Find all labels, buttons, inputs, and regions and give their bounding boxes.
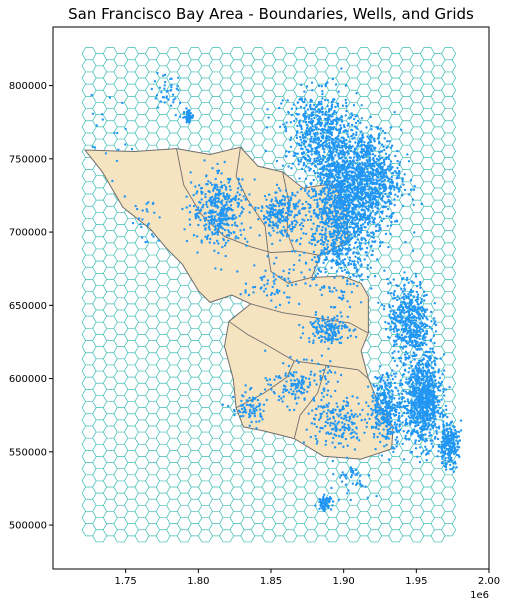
county-boundary	[235, 147, 269, 253]
x-tick-label: 1.80	[187, 576, 209, 587]
wells-layer	[90, 67, 463, 513]
x-tick-label: 1.75	[115, 576, 137, 587]
x-axis: 1.75 1.80 1.85 1.90 1.95 2.00	[115, 569, 500, 587]
county-boundary	[250, 303, 369, 334]
y-tick-label: 800000	[9, 81, 47, 92]
well-points	[90, 67, 463, 513]
county-boundary	[294, 360, 369, 379]
x-tick-label: 1.85	[260, 576, 282, 587]
county-boundary	[282, 171, 295, 252]
county-boundary	[293, 365, 327, 439]
county-boundary	[235, 360, 295, 409]
y-tick-label: 550000	[9, 447, 47, 458]
x-tick-label: 2.00	[478, 576, 500, 587]
y-tick-label: 600000	[9, 374, 47, 385]
x-offset-label: 1e6	[470, 590, 489, 601]
county-boundary	[228, 321, 295, 362]
y-axis: 500000 550000 600000 650000 700000 750000 8000…	[9, 81, 53, 532]
chart-title: San Francisco Bay Area - Boundaries, Wel…	[68, 5, 474, 23]
plot-area	[81, 47, 463, 543]
x-tick-label: 1.90	[333, 576, 355, 587]
x-tick-label: 1.95	[405, 576, 427, 587]
y-tick-label: 650000	[9, 301, 47, 312]
y-tick-label: 500000	[9, 521, 47, 532]
y-tick-label: 700000	[9, 228, 47, 239]
y-tick-label: 750000	[9, 154, 47, 165]
